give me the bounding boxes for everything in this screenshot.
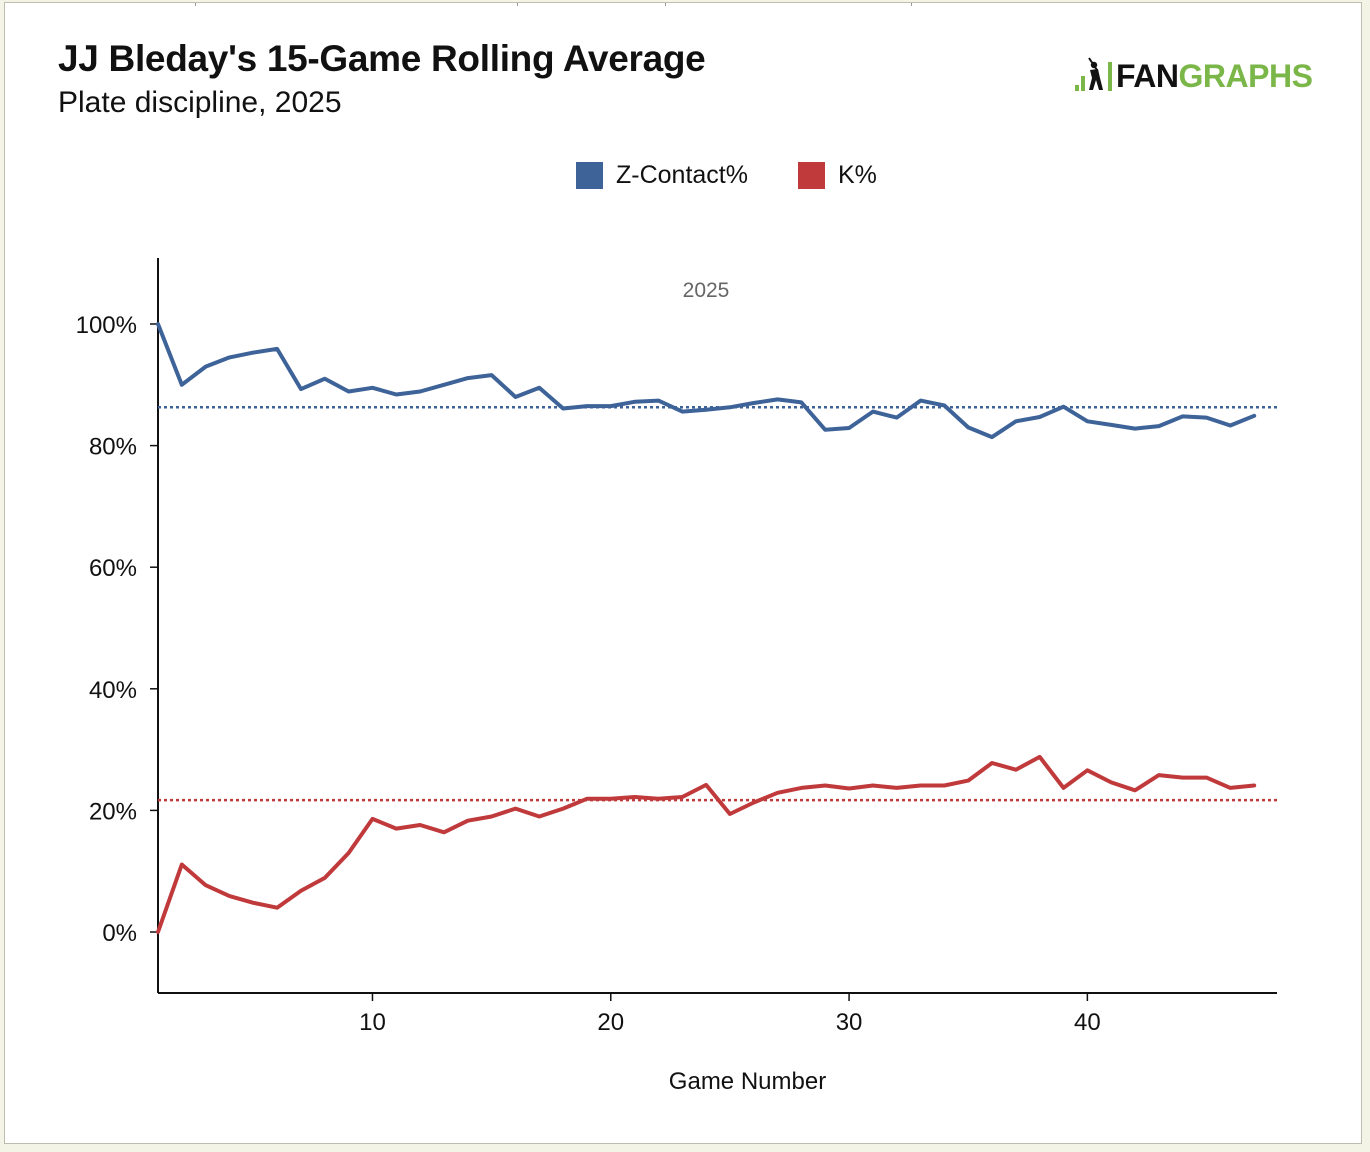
top-ruler-marks: [5, 3, 1361, 6]
y-tick-label: 80%: [89, 434, 137, 461]
y-tick-label: 60%: [89, 555, 137, 582]
series-line-1: [156, 754, 1257, 934]
fangraphs-batter-icon: [1075, 57, 1112, 91]
x-tick-label: 40: [1074, 1009, 1101, 1036]
x-axis-label: Game Number: [669, 1068, 826, 1095]
x-tick-label: 20: [597, 1009, 624, 1036]
legend-label-z-contact: Z-Contact%: [616, 161, 748, 189]
chart-title: JJ Bleday's 15-Game Rolling Average: [58, 38, 706, 79]
legend-swatch-k-pct: [798, 162, 825, 189]
y-tick-label: 0%: [102, 920, 137, 947]
season-annotation: 2025: [683, 279, 730, 302]
y-tick-label: 20%: [89, 798, 137, 825]
plot-area: 0% 20% 40% 60% 80% 100% 10 20 30 40 Game Number 202…: [76, 258, 1277, 1095]
fangraphs-wordmark: FANGRAPHS: [1116, 58, 1313, 94]
legend-swatch-z-contact: [576, 162, 603, 189]
x-tick-label: 30: [836, 1009, 863, 1036]
y-tick-label: 40%: [89, 677, 137, 704]
chart-subtitle: Plate discipline, 2025: [58, 86, 342, 119]
legend-label-k-pct: K%: [838, 161, 877, 189]
x-tick-label: 10: [359, 1009, 386, 1036]
y-tick-label: 100%: [76, 312, 137, 339]
series-line-0: [156, 322, 1257, 440]
fangraphs-logo: FANGRAPHS: [1072, 56, 1322, 96]
chart-frame: [4, 2, 1362, 1144]
